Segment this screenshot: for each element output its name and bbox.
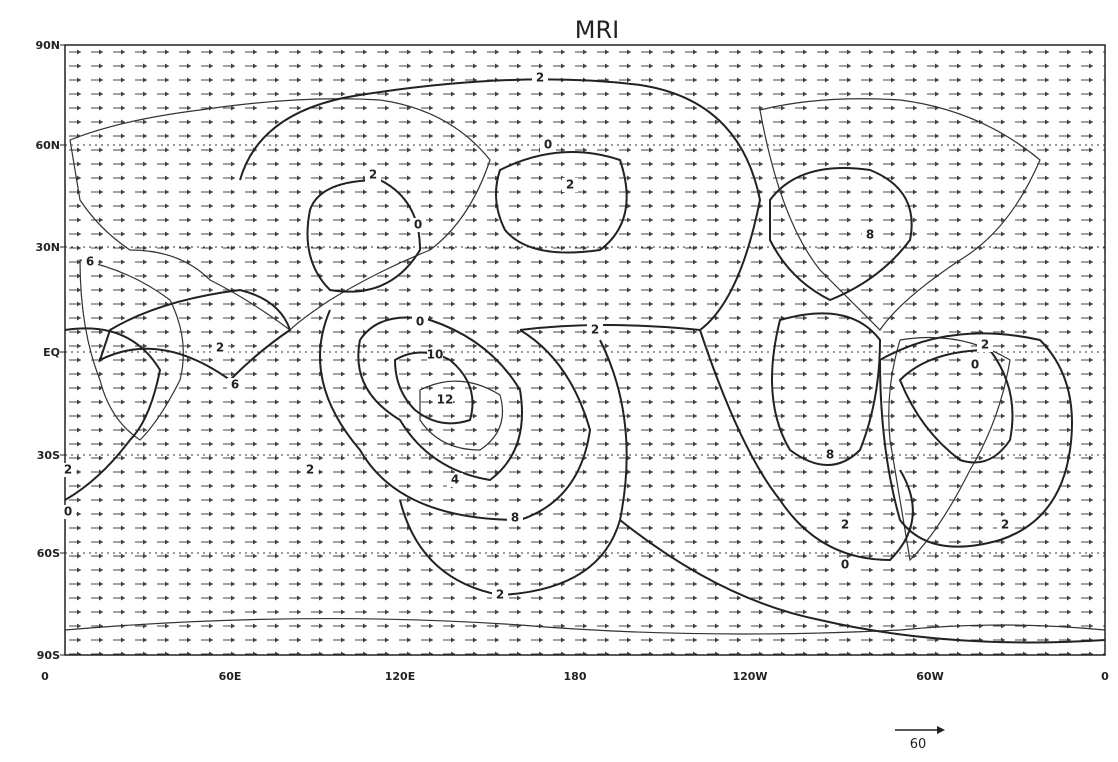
latitude-label: EQ [43, 346, 60, 359]
contour-label: 0 [841, 558, 849, 572]
map-figure: MRI [0, 0, 1118, 757]
contour-label: 2 [64, 463, 72, 477]
latitude-label: 60S [37, 547, 60, 560]
contour-label: 0 [416, 315, 424, 329]
latitude-label: 90S [37, 649, 60, 662]
latitude-label: 30S [37, 449, 60, 462]
reference-vector-label: 60 [910, 737, 927, 752]
contour-label: 2 [306, 463, 314, 477]
contour-label: 2 [566, 178, 574, 192]
longitude-label: 60E [219, 670, 242, 683]
longitude-label: 0 [41, 670, 49, 683]
longitude-label: 120E [385, 670, 415, 683]
contour-label: 0 [64, 505, 72, 519]
contour-label: 2 [591, 323, 599, 337]
reference-vector: 60 [895, 726, 945, 752]
contour-label: 2 [841, 518, 849, 532]
contour-label: 0 [544, 138, 552, 152]
longitude-label: 120W [732, 670, 767, 683]
longitude-label: 60W [916, 670, 943, 683]
contour-label: 2 [216, 341, 224, 355]
latitude-label: 90N [35, 39, 60, 52]
longitude-label: 180 [564, 670, 587, 683]
contour-label: 0 [414, 218, 422, 232]
contour-label: 2 [981, 338, 989, 352]
latitude-label: 60N [35, 139, 60, 152]
contour-label: 6 [86, 255, 94, 269]
contour-label: 2 [1001, 518, 1009, 532]
contour-label: 6 [231, 378, 239, 392]
contour-label: 2 [369, 168, 377, 182]
contour-label: 0 [971, 358, 979, 372]
contour-label: 8 [511, 511, 519, 525]
contour-label: 4 [451, 473, 459, 487]
contour-label: 10 [427, 348, 444, 362]
contour-label: 8 [826, 448, 834, 462]
latitude-label: 30N [35, 241, 60, 254]
contour-label: 12 [437, 393, 454, 407]
contour-label: 8 [866, 228, 874, 242]
contour-label: 2 [496, 588, 504, 602]
longitude-label: 0 [1101, 670, 1109, 683]
map-title: MRI [575, 16, 619, 44]
contour-label: 2 [536, 71, 544, 85]
